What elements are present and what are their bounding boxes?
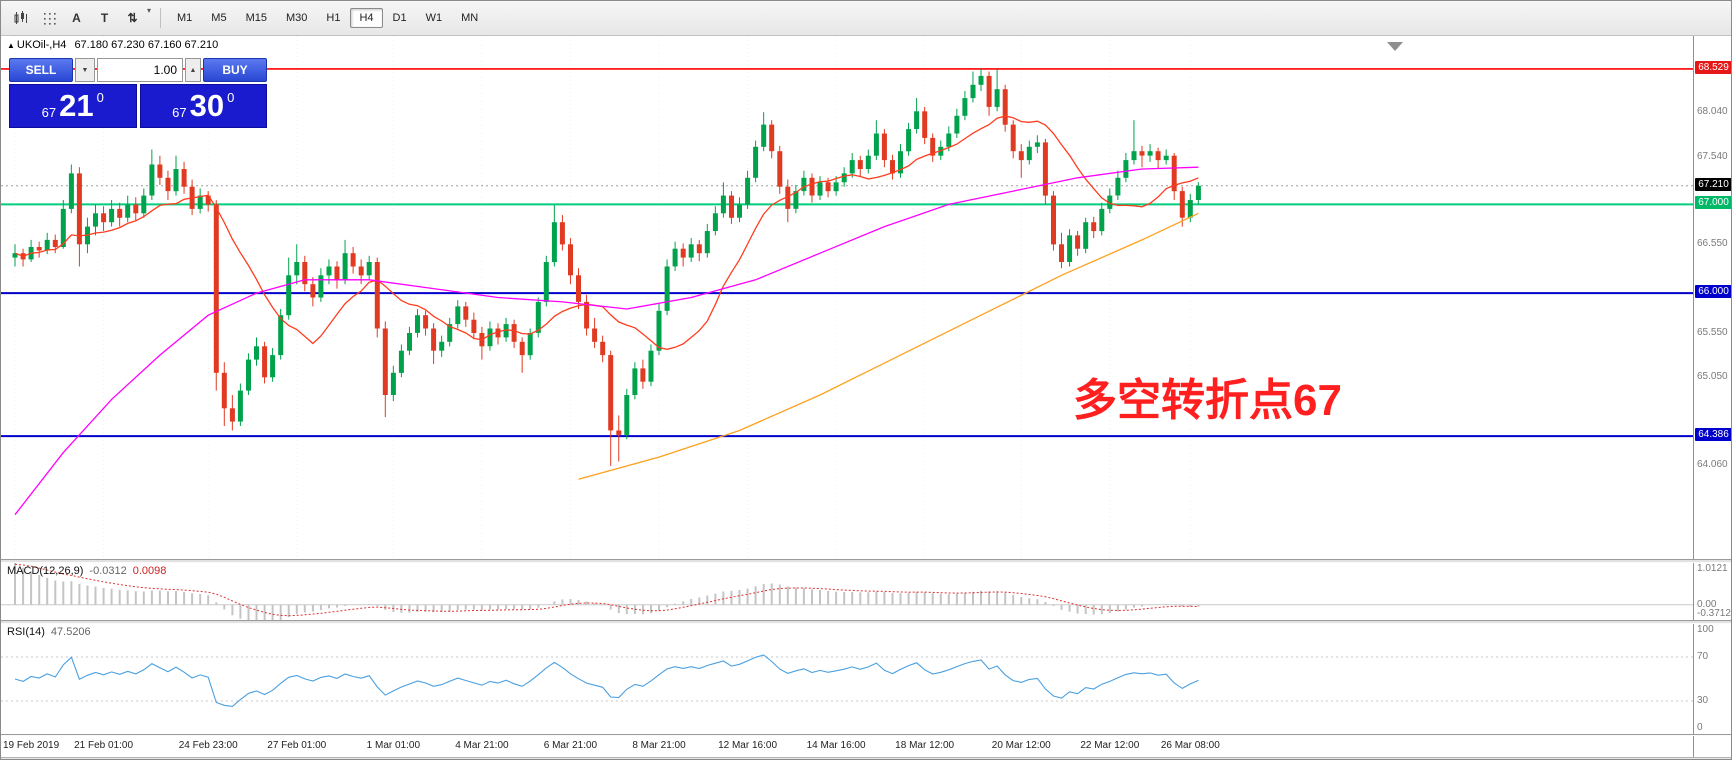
time-axis-label: 6 Mar 21:00 — [543, 740, 598, 751]
macd-axis-label: 0.00 — [1697, 598, 1717, 610]
symbol-name: UKOil-,H4 — [16, 39, 67, 51]
sell-price-sup: 0 — [96, 90, 104, 105]
tf-button-MN[interactable]: MN — [461, 12, 479, 24]
price-axis-label: 65.550 — [1697, 327, 1728, 338]
time-axis-label: 18 Mar 12:00 — [895, 740, 955, 751]
price-axis[interactable]: 68.040 67.540 66.550 65.550 65.050 64.060 68.5… — [1693, 36, 1731, 757]
sell-price-base: 67 — [41, 105, 57, 120]
time-axis-label: 14 Mar 16:00 — [806, 740, 866, 751]
arrows-icon[interactable]: ⇅ — [127, 11, 138, 25]
rsi-axis-label: 70 — [1697, 651, 1709, 662]
price-badge: 64.386 — [1695, 428, 1731, 442]
price-badge: 66.000 — [1695, 285, 1731, 299]
macd-axis-label: 1.0121 — [1697, 563, 1728, 574]
symbol-info-line: ▲ UKOil-,H4 67.180 67.230 67.160 67.210 — [7, 39, 218, 51]
chevron-down-icon: ▼ — [81, 66, 89, 74]
time-axis-label: 12 Mar 16:00 — [718, 740, 778, 751]
toolbar-separator — [160, 8, 162, 28]
tf-button-M30[interactable]: M30 — [285, 12, 308, 24]
grid-icon[interactable] — [35, 6, 62, 31]
rsi-value: 47.5206 — [50, 626, 91, 638]
price-chart-panel[interactable]: ▲ UKOil-,H4 67.180 67.230 67.160 67.210 SE… — [1, 36, 1693, 559]
price-axis-label: 65.050 — [1697, 371, 1728, 383]
tf-button-W1[interactable]: W1 — [425, 12, 443, 24]
price-axis-label: 68.040 — [1697, 106, 1728, 118]
time-axis-label: 24 Feb 23:00 — [178, 740, 238, 751]
sell-price-tile[interactable]: 67 21 0 — [9, 84, 137, 128]
time-axis-label: 19 Feb 2019 — [3, 740, 60, 751]
rsi-label: RSI(14) 47.5206 — [7, 626, 91, 638]
bottom-edge — [1, 757, 1731, 759]
timeframe-group: M1 M5 M15 M30 H1 H4 D1 W1 MN — [168, 8, 488, 28]
macd-axis-label: -0.3712 — [1697, 608, 1731, 619]
sell-price-big: 21 — [59, 88, 94, 123]
time-axis-label: 20 Mar 12:00 — [991, 740, 1051, 751]
tf-button-D1[interactable]: D1 — [392, 12, 407, 24]
buy-price-big: 30 — [189, 88, 225, 123]
one-click-trading-panel: SELL ▼ ▲ BUY 67 21 0 67 30 0 — [9, 58, 267, 128]
candlestick-chart-canvas[interactable] — [1, 36, 1693, 559]
toolbar: A T ⇅ ▾ M1 M5 M15 M30 H1 H4 D1 W1 MN — [1, 1, 1731, 36]
rsi-canvas — [1, 654, 1693, 707]
panel-separator[interactable] — [1, 559, 1731, 563]
time-axis-label: 26 Mar 08:00 — [1160, 740, 1220, 751]
price-badge: 67.210 — [1695, 177, 1731, 191]
price-axis-label: 64.060 — [1697, 459, 1728, 470]
rsi-axis-label: 0 — [1697, 722, 1703, 733]
buy-price-tile[interactable]: 67 30 0 — [139, 84, 267, 128]
toolbar-tools: A T ⇅ ▾ — [7, 6, 153, 31]
symbol-marker-icon: ▲ — [7, 41, 15, 50]
buy-price-sup: 0 — [227, 90, 235, 105]
rsi-indicator-panel[interactable]: RSI(14) 47.5206 — [1, 624, 1693, 734]
rsi-axis-label: 30 — [1697, 695, 1709, 706]
rsi-name: RSI(14) — [7, 626, 45, 638]
time-axis-label: 22 Mar 12:00 — [1080, 740, 1140, 751]
panel-separator[interactable] — [1, 620, 1731, 624]
buy-button[interactable]: BUY — [203, 58, 267, 82]
time-axis-label: 8 Mar 21:00 — [632, 740, 686, 751]
time-axis-label: 27 Feb 01:00 — [267, 740, 327, 751]
price-badge: 67.000 — [1695, 196, 1731, 210]
text-tool-icon[interactable]: T — [100, 11, 109, 25]
macd-signal-value: 0.0098 — [132, 565, 167, 577]
chevron-up-icon: ▲ — [189, 66, 197, 74]
tf-button-H1[interactable]: H1 — [326, 12, 341, 24]
rsi-axis-label: 100 — [1697, 624, 1714, 635]
time-axis-label: 4 Mar 21:00 — [455, 740, 509, 751]
time-axis[interactable]: 19 Feb 2019 21 Feb 01:00 24 Feb 23:00 27 Fe… — [1, 736, 1693, 757]
buy-price-base: 67 — [172, 105, 187, 120]
trade-price-row: 67 21 0 67 30 0 — [9, 84, 267, 128]
macd-canvas — [1, 563, 1693, 620]
sell-button[interactable]: SELL — [9, 58, 73, 82]
symbol-ohlc-values: 67.180 67.230 67.160 67.210 — [74, 39, 219, 51]
price-axis-label: 66.550 — [1697, 238, 1728, 250]
volume-input[interactable] — [97, 58, 183, 82]
volume-dropdown[interactable]: ▼ — [75, 58, 95, 82]
macd-main-value: -0.0312 — [89, 565, 127, 577]
chevron-down-icon[interactable]: ▾ — [147, 5, 152, 15]
letter-a-icon[interactable]: A — [72, 11, 81, 25]
macd-indicator-panel[interactable]: MACD(12,26,9) -0.0312 0.0098 — [1, 563, 1693, 620]
candlestick-chart-icon[interactable] — [7, 6, 34, 31]
time-axis-label: 1 Mar 01:00 — [366, 740, 421, 751]
tf-button-M1[interactable]: M1 — [177, 12, 193, 24]
macd-name: MACD(12,26,9) — [7, 565, 84, 577]
panel-separator — [1, 734, 1731, 736]
trade-controls-row: SELL ▼ ▲ BUY — [9, 58, 267, 82]
price-axis-label: 67.540 — [1697, 150, 1728, 162]
price-badge: 68.529 — [1695, 60, 1731, 74]
tf-button-M5[interactable]: M5 — [211, 12, 227, 24]
volume-increase-button[interactable]: ▲ — [185, 58, 201, 82]
tf-button-H4[interactable]: H4 — [350, 8, 383, 28]
macd-label: MACD(12,26,9) -0.0312 0.0098 — [7, 565, 166, 577]
tf-button-M15[interactable]: M15 — [245, 12, 267, 24]
annotation-text: 多空转折点67 — [1073, 376, 1342, 425]
time-axis-label: 21 Feb 01:00 — [74, 740, 134, 751]
